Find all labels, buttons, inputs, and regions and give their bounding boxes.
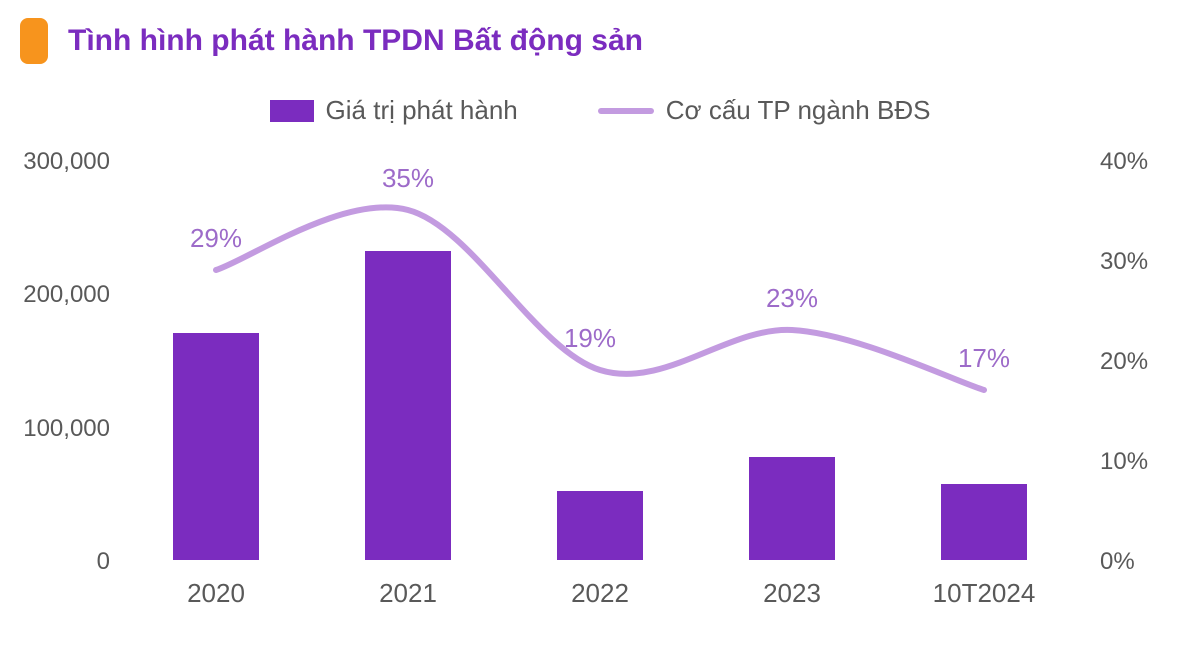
x-tick-label: 2023 (763, 578, 821, 609)
bar (941, 484, 1027, 560)
y-right-tick-label: 40% (1100, 148, 1170, 176)
x-tick-label: 2020 (187, 578, 245, 609)
x-tick-label: 10T2024 (933, 578, 1036, 609)
legend: Giá trị phát hành Cơ cấu TP ngành BĐS (0, 95, 1200, 126)
y-left-tick-label: 0 (10, 548, 110, 576)
line-data-label: 17% (958, 343, 1010, 374)
legend-item-line: Cơ cấu TP ngành BĐS (598, 95, 931, 126)
legend-swatch-line-icon (598, 108, 654, 114)
chart-root: Tình hình phát hành TPDN Bất động sản Gi… (0, 0, 1200, 664)
legend-label-line: Cơ cấu TP ngành BĐS (666, 95, 931, 126)
x-tick-label: 2021 (379, 578, 437, 609)
line-data-label: 23% (766, 283, 818, 314)
bar (365, 251, 451, 560)
y-left-tick-label: 100,000 (10, 415, 110, 443)
x-tick-label: 2022 (571, 578, 629, 609)
y-right-tick-label: 20% (1100, 348, 1170, 376)
bar (173, 333, 259, 560)
title-bullet-icon (20, 18, 48, 64)
legend-swatch-bar-icon (270, 100, 314, 122)
line-data-label: 19% (564, 323, 616, 354)
plot-area: 29% 35% 19% 23% 17% (120, 160, 1080, 560)
line-path (216, 207, 984, 390)
line-data-label: 29% (190, 223, 242, 254)
legend-item-bars: Giá trị phát hành (270, 95, 518, 126)
line-data-label: 35% (382, 163, 434, 194)
y-left-tick-label: 300,000 (10, 148, 110, 176)
y-right-tick-label: 10% (1100, 448, 1170, 476)
bar (749, 457, 835, 560)
legend-label-bars: Giá trị phát hành (326, 95, 518, 126)
chart-title: Tình hình phát hành TPDN Bất động sản (68, 24, 643, 58)
chart-title-row: Tình hình phát hành TPDN Bất động sản (20, 18, 643, 64)
bar (557, 491, 643, 560)
y-right-tick-label: 0% (1100, 548, 1170, 576)
y-left-tick-label: 200,000 (10, 281, 110, 309)
y-right-tick-label: 30% (1100, 248, 1170, 276)
